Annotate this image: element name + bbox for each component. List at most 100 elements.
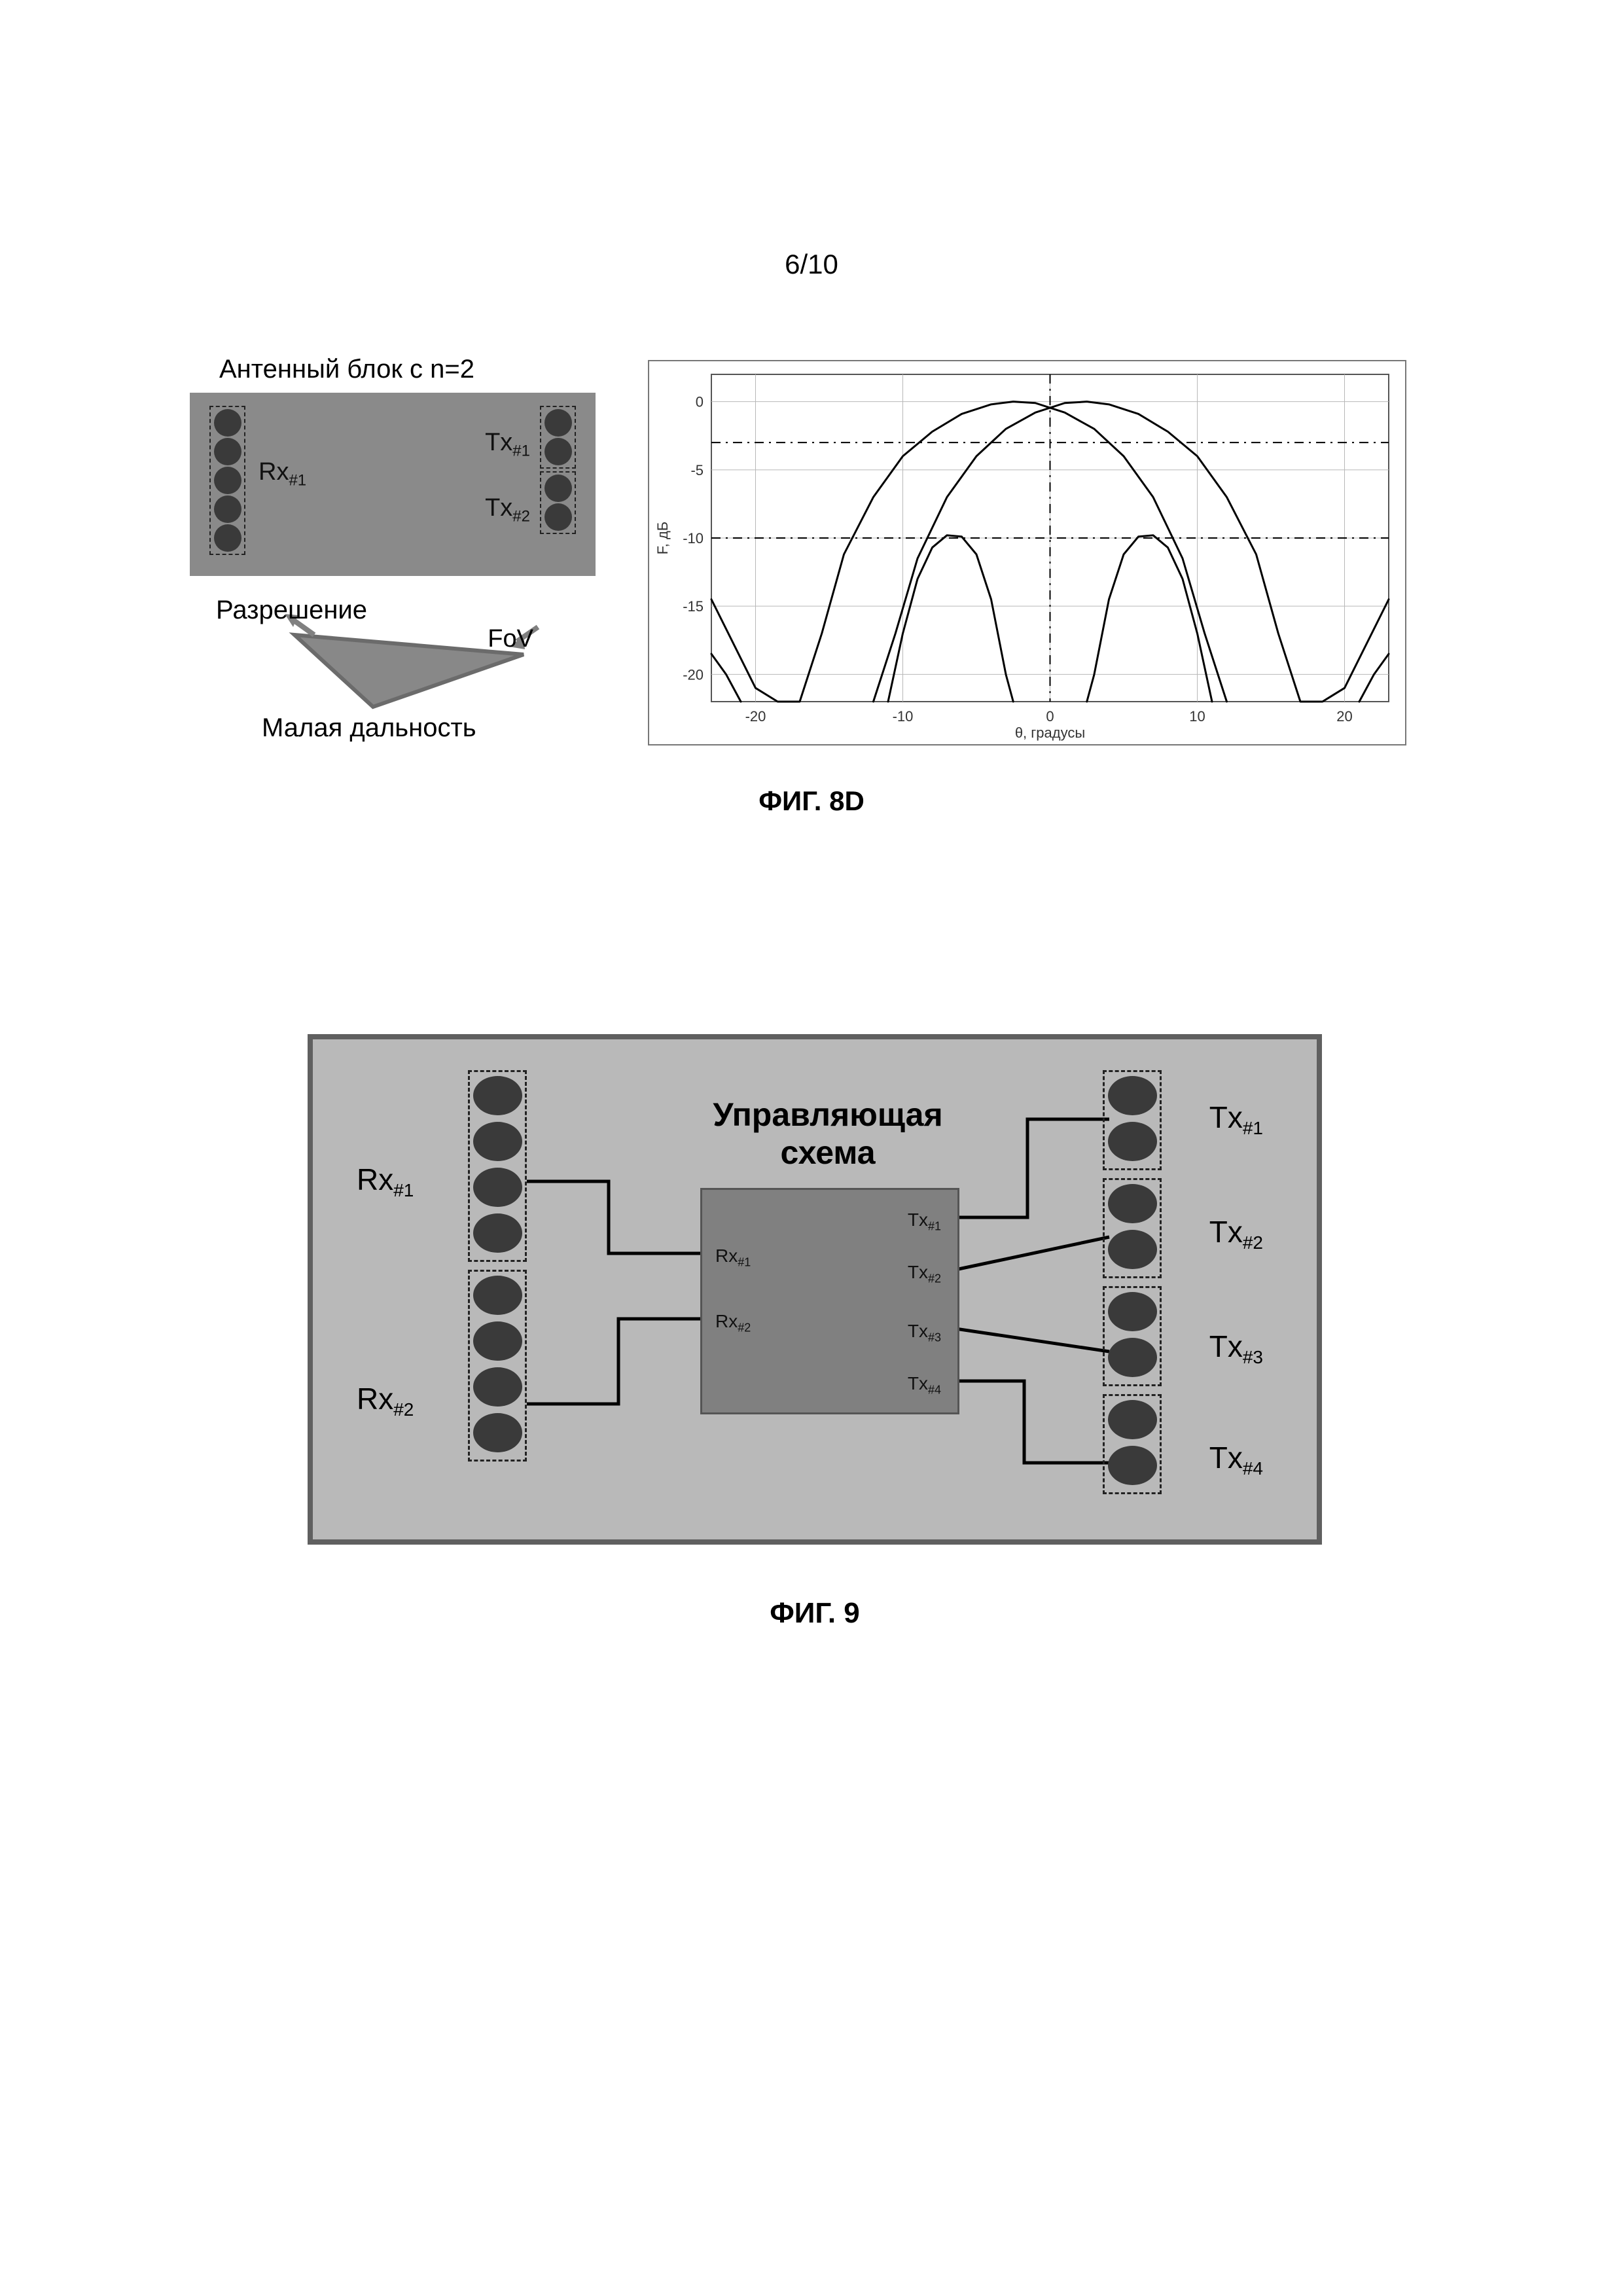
tx-array-1-box	[540, 406, 576, 469]
port-tx3-text: Tx	[908, 1321, 928, 1341]
port-tx2-sub: #2	[928, 1272, 941, 1285]
port-tx3-sub: #3	[928, 1331, 941, 1344]
antenna-dot-icon	[1108, 1122, 1157, 1161]
resolution-label: Разрешение	[216, 596, 367, 625]
port-tx2: Tx#2	[908, 1262, 941, 1286]
rx-array-1-box	[209, 406, 245, 555]
tx2-label-text: Tx	[485, 494, 512, 522]
antenna-dot-icon	[473, 1413, 522, 1452]
tx-column	[540, 406, 576, 537]
rx2-text: Rx	[357, 1382, 393, 1416]
antenna-dot-icon	[473, 1122, 522, 1161]
control-title-l1: Управляющая	[713, 1096, 942, 1133]
port-rx1: Rx#1	[715, 1246, 751, 1270]
rx2-label: Rx#2	[357, 1381, 414, 1420]
tx-array-4-box	[1103, 1394, 1162, 1494]
antenna-dot-icon	[214, 438, 241, 465]
antenna-dot-icon	[1108, 1292, 1157, 1331]
antenna-dot-icon	[544, 503, 572, 531]
port-tx3: Tx#3	[908, 1321, 941, 1345]
tx-array-2-box	[1103, 1178, 1162, 1278]
antenna-panel: Rx#1 Tx#1 Tx#2	[190, 393, 596, 576]
page: 6/10 Антенный блок с n=2	[0, 0, 1623, 2296]
antenna-dot-icon	[473, 1367, 522, 1407]
tx2-label: Tx#2	[485, 494, 530, 526]
tx1-label-sub: #1	[512, 442, 530, 460]
antenna-dot-icon	[473, 1321, 522, 1361]
antenna-dot-icon	[473, 1213, 522, 1253]
tx2-text: Tx	[1209, 1215, 1243, 1249]
tx2-sub: #2	[1243, 1232, 1263, 1253]
tx1-text: Tx	[1209, 1100, 1243, 1134]
rx-array-1-box	[468, 1070, 527, 1262]
antenna-dot-icon	[1108, 1400, 1157, 1439]
rx-column	[209, 406, 245, 558]
svg-text:20: 20	[1336, 708, 1352, 725]
port-rx2-sub: #2	[738, 1321, 751, 1335]
antenna-dot-icon	[214, 524, 241, 552]
antenna-dot-icon	[544, 409, 572, 437]
rx-label-text: Rx	[259, 458, 289, 486]
antenna-dot-icon	[473, 1076, 522, 1115]
antenna-dot-icon	[544, 438, 572, 465]
port-tx4-text: Tx	[908, 1373, 928, 1393]
figure-9: Rx#1 Rx#2 Tx#1 Tx#2 Tx#3 Tx#4 Управляюща…	[308, 1034, 1322, 1545]
rx1-label: Rx#1	[357, 1162, 414, 1201]
control-title-l2: схема	[781, 1134, 876, 1171]
port-tx1: Tx#1	[908, 1210, 941, 1234]
rx-label: Rx#1	[259, 458, 306, 490]
antenna-dot-icon	[214, 467, 241, 494]
tx1-label: Tx#1	[485, 429, 530, 461]
control-title: Управляющая схема	[700, 1096, 955, 1172]
port-rx2: Rx#2	[715, 1311, 751, 1335]
tx4-label: Tx#4	[1209, 1440, 1263, 1479]
tx-array-2-box	[540, 471, 576, 534]
antenna-dot-icon	[473, 1168, 522, 1207]
svg-text:F, дБ: F, дБ	[654, 522, 671, 555]
tx-column	[1103, 1070, 1162, 1502]
antenna-dot-icon	[1108, 1446, 1157, 1485]
svg-text:-5: -5	[690, 462, 704, 478]
antenna-block-title: Антенный блок с n=2	[219, 355, 474, 384]
antenna-dot-icon	[214, 409, 241, 437]
tx2-label: Tx#2	[1209, 1214, 1263, 1253]
page-number: 6/10	[0, 249, 1623, 280]
svg-text:0: 0	[696, 394, 704, 410]
rx-array-2-box	[468, 1270, 527, 1462]
port-tx4-sub: #4	[928, 1384, 941, 1397]
control-box: Rx#1 Rx#2 Tx#1 Tx#2 Tx#3 Tx#4	[700, 1188, 959, 1414]
antenna-dot-icon	[1108, 1076, 1157, 1115]
port-tx1-sub: #1	[928, 1220, 941, 1233]
tx1-sub: #1	[1243, 1118, 1263, 1138]
rx-column	[468, 1070, 527, 1469]
tx2-label-sub: #2	[512, 508, 530, 526]
antenna-dot-icon	[1108, 1338, 1157, 1377]
fov-sketch: Разрешение FoV Малая дальность	[216, 596, 582, 740]
tx4-sub: #4	[1243, 1458, 1263, 1479]
short-range-label: Малая дальность	[262, 713, 476, 743]
svg-text:-15: -15	[683, 598, 704, 615]
antenna-dot-icon	[1108, 1230, 1157, 1269]
svg-text:-20: -20	[683, 666, 704, 683]
antenna-dot-icon	[544, 475, 572, 502]
port-rx2-text: Rx	[715, 1311, 738, 1331]
svg-text:θ, градусы: θ, градусы	[1015, 725, 1085, 741]
figure-9-caption: ФИГ. 9	[308, 1597, 1322, 1630]
svg-text:10: 10	[1189, 708, 1205, 725]
tx-array-3-box	[1103, 1286, 1162, 1386]
rx-label-sub: #1	[289, 472, 306, 490]
tx1-label-text: Tx	[485, 429, 512, 456]
antenna-dot-icon	[214, 495, 241, 523]
antenna-dot-icon	[1108, 1184, 1157, 1223]
svg-text:0: 0	[1046, 708, 1054, 725]
port-rx1-text: Rx	[715, 1246, 738, 1266]
tx3-sub: #3	[1243, 1347, 1263, 1367]
tx1-label: Tx#1	[1209, 1100, 1263, 1139]
figure-8d: Антенный блок с n=2	[190, 360, 1433, 818]
fov-label: FoV	[488, 625, 533, 653]
tx3-text: Tx	[1209, 1329, 1243, 1363]
svg-text:-20: -20	[745, 708, 766, 725]
rx1-text: Rx	[357, 1162, 393, 1196]
rx1-sub: #1	[393, 1180, 414, 1200]
figure-8d-caption: ФИГ. 8D	[190, 785, 1433, 817]
